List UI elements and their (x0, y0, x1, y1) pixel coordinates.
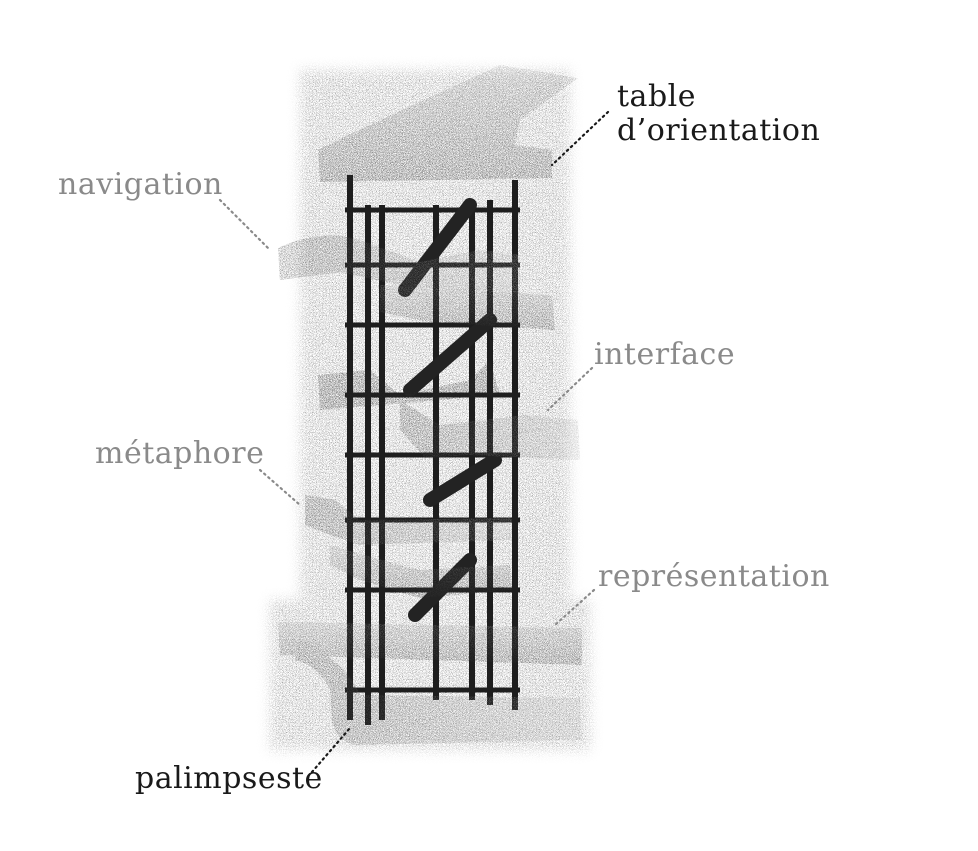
leader-metaphore (258, 468, 302, 507)
middle-dark-platform (318, 360, 500, 410)
palimpseste-volume (295, 640, 582, 745)
ramp-volume (330, 545, 512, 598)
leader-representation (553, 588, 596, 627)
table-orientation-volume (318, 65, 578, 182)
upper-platform-volume (380, 285, 555, 330)
label-interface: interface (594, 337, 736, 372)
label-palimpseste: palimpseste (135, 761, 323, 796)
label-metaphore: métaphore (95, 436, 265, 471)
leader-table-orientation (550, 110, 610, 167)
leader-palimpseste (310, 726, 352, 774)
leader-navigation (218, 198, 270, 250)
label-table-orientation-line1: table (617, 79, 696, 114)
representation-volume (278, 622, 582, 665)
leader-interface (546, 366, 594, 412)
leader-lines (218, 110, 610, 774)
label-table-orientation: table d’orientation (617, 80, 820, 148)
label-table-orientation-line2: d’orientation (617, 113, 821, 148)
label-representation: représentation (598, 559, 830, 594)
navigation-volume (278, 235, 520, 298)
metaphore-volume (305, 495, 512, 545)
interface-volume (400, 400, 580, 460)
label-navigation: navigation (58, 167, 223, 202)
